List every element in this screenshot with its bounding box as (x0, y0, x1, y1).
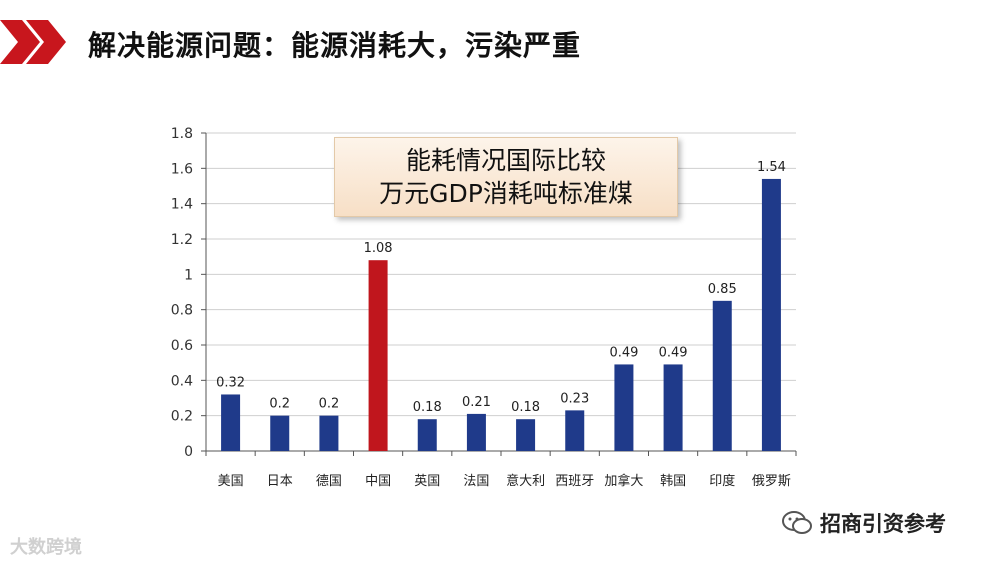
bar (221, 394, 241, 451)
slide-header: 解决能源问题：能源消耗大，污染严重 (0, 18, 1000, 78)
x-category-label: 中国 (365, 474, 391, 489)
x-category-label: 西班牙 (555, 474, 594, 489)
y-tick-label: 1.6 (171, 161, 193, 177)
watermark-left-text: 大数跨境 (10, 537, 82, 558)
y-tick-label: 0.4 (171, 373, 193, 389)
chart-title-box: 能耗情况国际比较 万元GDP消耗吨标准煤 (334, 137, 678, 217)
bar (368, 260, 388, 451)
bar (565, 410, 585, 451)
bar-value-label: 1.54 (757, 160, 786, 175)
y-tick-label: 1.2 (171, 232, 193, 248)
bar-value-label: 0.2 (319, 397, 340, 412)
chart-bars (221, 178, 781, 451)
bar-value-label: 0.18 (413, 400, 442, 415)
slide-title: 解决能源问题：能源消耗大，污染严重 (88, 29, 582, 62)
y-tick-label: 1.4 (171, 197, 193, 213)
x-category-label: 法国 (463, 474, 489, 489)
bar-value-label: 0.49 (609, 345, 638, 360)
y-tick-label: 1.8 (171, 126, 193, 142)
y-tick-label: 0.8 (171, 303, 193, 319)
x-category-label: 意大利 (506, 473, 545, 489)
x-category-label: 加拿大 (604, 473, 643, 489)
chart-title-line1: 能耗情况国际比较 (405, 146, 606, 175)
y-tick-label: 0 (184, 444, 193, 460)
chart-title-line2: 万元GDP消耗吨标准煤 (379, 179, 633, 208)
x-category-label: 美国 (218, 474, 244, 489)
x-category-label: 印度 (709, 473, 735, 489)
bar (319, 415, 339, 451)
bar-value-label: 0.21 (462, 395, 491, 410)
bar (663, 364, 683, 451)
x-category-label: 英国 (414, 474, 440, 489)
watermark-left: 大数跨境 (10, 533, 82, 559)
bar-value-label: 0.32 (216, 375, 245, 390)
wechat-icon (782, 511, 812, 534)
chart-labels: 0.32 美国 0.2 日本 0.2 德国 1.08 中国 0.18 英国 0.21 法国 0.18 意大… (216, 160, 791, 489)
bar-value-label: 0.23 (560, 391, 589, 406)
bar-value-label: 1.08 (364, 241, 393, 256)
y-tick-label: 1 (184, 267, 193, 283)
y-tick-label: 0.2 (171, 409, 193, 425)
bar (466, 413, 486, 451)
watermark-right: 招商引资参考 (782, 508, 946, 538)
x-category-label: 日本 (267, 474, 293, 489)
bar (712, 300, 732, 451)
watermark-right-text: 招商引资参考 (820, 512, 946, 536)
x-category-label: 俄罗斯 (752, 474, 791, 489)
x-category-label: 德国 (316, 474, 342, 489)
x-category-label: 韩国 (660, 474, 686, 489)
bar (516, 419, 536, 451)
chevron-arrows-icon (0, 20, 66, 64)
bar (417, 419, 437, 451)
bar (270, 415, 290, 451)
chart-axes: 0 0.2 0.4 0.6 0.8 1 1.2 1.4 1.6 1.8 (171, 126, 797, 460)
bar-value-label: 0.49 (659, 345, 688, 360)
bar-value-label: 0.2 (269, 397, 290, 412)
bar (761, 178, 781, 451)
y-tick-label: 0.6 (171, 338, 193, 354)
bar-value-label: 0.85 (708, 282, 737, 297)
bar-value-label: 0.18 (511, 400, 540, 415)
bar (614, 364, 634, 451)
